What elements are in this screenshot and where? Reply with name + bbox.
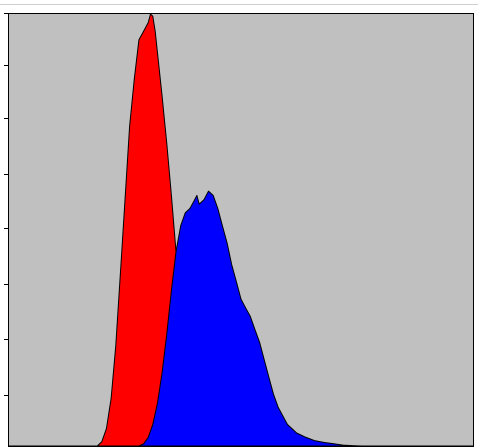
series-1-area [8,190,474,447]
y-axis-ticks [4,13,9,396]
series-layer [8,13,474,447]
